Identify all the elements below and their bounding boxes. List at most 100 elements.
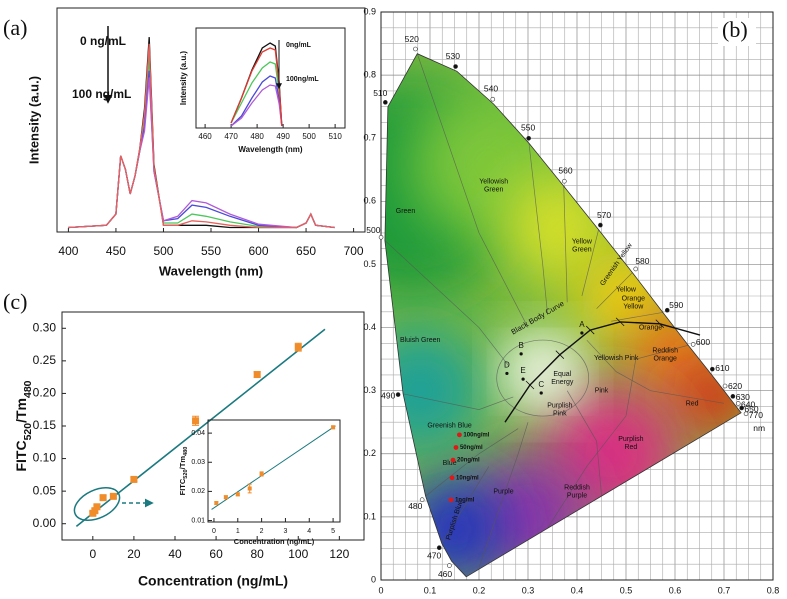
x-tick-label: 0.1 [424, 585, 437, 595]
locus-point [413, 46, 418, 52]
region-label-line: Yellowish Pink [594, 355, 639, 362]
sample-point [448, 497, 454, 503]
wavelength-label: 610 [715, 363, 729, 373]
x-tick-label: 20 [127, 547, 141, 561]
curve-point-label: D [504, 361, 510, 370]
x-tick-label: 650 [296, 244, 316, 258]
x-tick-label: 450 [106, 244, 126, 258]
x-tick-label: 0.6 [669, 585, 682, 595]
region-boundary [402, 393, 514, 410]
data-point [109, 492, 117, 500]
region-label-line: Purple [493, 488, 513, 495]
x-tick-label: 2 [260, 528, 264, 535]
region-label-line: Red [686, 400, 699, 407]
sample-label: 1ng/ml [455, 497, 475, 503]
y-tick-label: 0.3 [363, 385, 376, 395]
y-tick-label: 0.10 [33, 451, 57, 465]
wavelength-label: 770 [749, 410, 763, 420]
x-tick-label: 480 [250, 132, 264, 141]
x-tick-label: 0 [378, 585, 383, 595]
region-label: Orange [639, 324, 662, 331]
y-tick-label: 0.6 [363, 196, 376, 206]
panel-label: (b) [722, 17, 748, 42]
region-label: Reddish Purple [564, 484, 590, 499]
region-label-line: Green [396, 208, 416, 215]
curve-point [580, 331, 584, 335]
region-label-line: Purple [567, 492, 587, 499]
annotation: 0ng/mL [286, 42, 312, 49]
y-axis-title: Intensity (a.u.) [26, 76, 41, 164]
region-label: Yellowish Pink [594, 355, 639, 362]
locus-point [419, 497, 425, 503]
x-tick-label: 400 [58, 244, 78, 258]
x-tick-label: 120 [329, 547, 349, 561]
locus-point [722, 383, 728, 389]
annotation: 100 ng/mL [72, 87, 131, 101]
x-tick-label: 1 [236, 528, 240, 535]
curve-tick [615, 317, 625, 327]
locus-point [395, 392, 401, 397]
region-boundary [478, 422, 529, 568]
region-label-line: Yellow [616, 287, 637, 294]
locus-point [743, 411, 749, 417]
sample-point [450, 457, 456, 463]
data-point [214, 501, 219, 506]
locus-point [490, 96, 496, 102]
region-boundary [542, 344, 689, 537]
y-tick-label: 0.2 [363, 448, 376, 458]
locus-point [562, 178, 567, 184]
x-tick-label: 470 [224, 132, 238, 141]
y-axis-title-part: FITC [178, 478, 187, 495]
region-label-line: Red [624, 444, 637, 451]
y-tick-label: 0.15 [33, 418, 57, 432]
wavelength-label: 500 [366, 225, 380, 235]
x-tick-label: 80 [250, 547, 264, 561]
region-label-line: Bluish Green [400, 337, 441, 344]
sample-label: 100ng/ml [463, 432, 489, 438]
region-label-line: Reddish [652, 348, 678, 355]
data-point [259, 471, 264, 476]
y-tick-label: 0.20 [33, 386, 57, 400]
fit-line [211, 425, 336, 510]
region-label-line: Equal [553, 371, 571, 378]
curve-point [539, 391, 543, 395]
wavelength-label: 530 [446, 51, 460, 61]
x-tick-label: 550 [201, 244, 221, 258]
wavelength-label: 590 [669, 300, 683, 310]
region-label: Yellow [616, 287, 637, 294]
spectrum-line [230, 42, 283, 127]
x-axis-title: Wavelength (nm) [238, 145, 302, 154]
region-boundary [441, 466, 490, 544]
wavelength-label: 640 [741, 399, 755, 409]
y-tick-label: 0.01 [191, 517, 205, 524]
x-tick-label: 600 [249, 244, 269, 258]
wavelength-label: 540 [484, 84, 498, 94]
panel-label: (a) [3, 15, 27, 40]
x-tick-label: 0.4 [571, 585, 584, 595]
data-point [130, 475, 138, 483]
curve-tick [585, 325, 595, 335]
region-label-line: Pink [553, 410, 567, 417]
region-label: Yellow Green [572, 238, 593, 253]
x-tick-label: 0 [89, 547, 96, 561]
data-point [247, 486, 252, 491]
locus-point [739, 405, 744, 411]
region-label: Purplish Red [618, 436, 643, 451]
wavelength-label: 480 [408, 501, 422, 511]
wavelength-label: 620 [728, 381, 742, 391]
region-label-line: Green [484, 186, 504, 193]
region-label-line: Orange [654, 356, 677, 363]
locus-point [378, 234, 384, 240]
region-label: Red [686, 400, 699, 407]
y-axis-title-part: /Tm [178, 456, 187, 470]
curve-point-label: A [579, 320, 585, 329]
region-label: Green [396, 208, 416, 215]
x-tick-label: 4 [307, 528, 311, 535]
spectrum-line [230, 61, 283, 127]
locus-point [735, 401, 741, 406]
y-axis-title-part: 480 [183, 447, 189, 456]
curve-point [519, 352, 523, 356]
x-tick-label: 60 [209, 547, 223, 561]
x-tick-label: 0.2 [473, 585, 486, 595]
